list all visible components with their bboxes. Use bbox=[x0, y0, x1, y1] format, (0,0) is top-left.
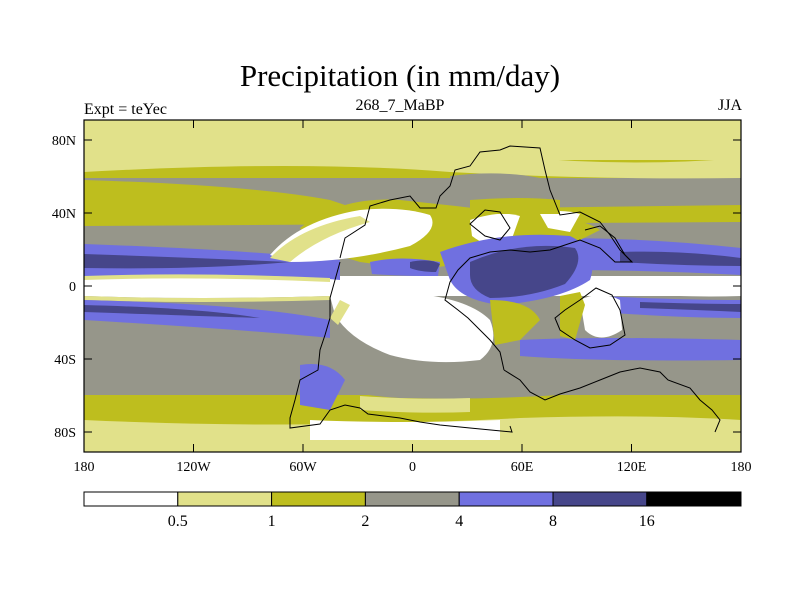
tethys-green bbox=[470, 198, 560, 214]
sh-blue-core bbox=[84, 305, 260, 318]
colorbar-box-5 bbox=[458, 491, 554, 507]
tethys-gray bbox=[450, 173, 540, 196]
coast-south bbox=[289, 261, 513, 433]
colorbar-label-2: 2 bbox=[361, 513, 369, 530]
plot-title: Precipitation (in mm/day) bbox=[239, 58, 561, 93]
lon-label-60w: 60W bbox=[289, 460, 317, 475]
coast-east-south bbox=[503, 367, 721, 433]
coast-east-gondwana bbox=[554, 287, 626, 349]
colorbar-box-2 bbox=[177, 491, 273, 507]
colorbar-labels: 0.5 1 2 4 8 16 bbox=[168, 513, 655, 530]
itcz-north-core-east bbox=[620, 251, 741, 266]
equatorial-edge-south bbox=[84, 296, 330, 302]
lon-label-120w: 120W bbox=[176, 460, 211, 475]
south-land-gray bbox=[330, 360, 560, 399]
sh-blue-40s bbox=[520, 338, 741, 361]
colorbar-label-16: 16 bbox=[639, 513, 655, 530]
nh-dry-edge bbox=[270, 216, 370, 262]
coastlines bbox=[289, 145, 721, 433]
lat-label-40n: 40N bbox=[52, 207, 76, 222]
lat-label-80s: 80S bbox=[54, 426, 76, 441]
monsoon-wet-core bbox=[470, 245, 579, 298]
coast-north bbox=[339, 145, 634, 371]
season-label: JJA bbox=[717, 97, 742, 114]
lat-label-80n: 80N bbox=[52, 134, 76, 149]
lat-label-0: 0 bbox=[69, 280, 76, 295]
age-label: 268_7_MaBP bbox=[355, 97, 445, 114]
nh-light-band bbox=[84, 140, 741, 179]
coast-tethys-isle bbox=[469, 209, 511, 241]
gondwana-green-rim bbox=[490, 300, 540, 345]
colorbar-box-1 bbox=[83, 491, 179, 507]
sh-blue-east-core bbox=[640, 302, 741, 312]
colorbar-label-1: 1 bbox=[268, 513, 276, 530]
south-blue-patch bbox=[300, 364, 345, 410]
colorbar-label-8: 8 bbox=[549, 513, 557, 530]
lon-label-60e: 60E bbox=[511, 460, 534, 475]
lat-ticks bbox=[84, 139, 741, 433]
precipitation-field bbox=[84, 120, 741, 452]
lat-labels: 80N 40N 0 40S 80S bbox=[52, 134, 76, 441]
coast-asia-east bbox=[584, 225, 633, 263]
tethys-wet-west-core bbox=[410, 260, 440, 272]
gondwana-dry-edge bbox=[330, 300, 350, 325]
experiment-label: Expt = teYec bbox=[84, 101, 167, 118]
lon-label-0: 0 bbox=[409, 460, 416, 475]
equatorial-dry bbox=[84, 278, 335, 298]
colorbar-box-3 bbox=[271, 491, 366, 507]
lon-labels: 180 120W 60W 0 60E 120E 180 bbox=[74, 460, 752, 475]
equatorial-dry-east bbox=[610, 279, 741, 297]
colorbar-box-4 bbox=[364, 491, 460, 507]
itcz-north-core bbox=[84, 254, 290, 269]
lon-label-120e: 120E bbox=[617, 460, 647, 475]
polar-dry bbox=[310, 420, 500, 440]
colorbar-box-6 bbox=[552, 491, 648, 507]
east-gondwana-rim bbox=[560, 292, 585, 340]
gondwana-dry bbox=[330, 291, 494, 363]
colorbar bbox=[83, 491, 742, 507]
east-dry-patch-2 bbox=[540, 211, 580, 232]
east-gondwana-dry bbox=[580, 295, 622, 338]
nh-dry-interior bbox=[270, 208, 433, 262]
south-land-light bbox=[360, 396, 470, 413]
colorbar-label-4: 4 bbox=[455, 513, 463, 530]
colorbar-box-7 bbox=[646, 491, 742, 507]
lon-label-180w: 180 bbox=[74, 460, 95, 475]
colorbar-label-0-5: 0.5 bbox=[168, 513, 188, 530]
lat-label-40s: 40S bbox=[54, 353, 76, 368]
lon-ticks bbox=[83, 120, 742, 452]
equatorial-edge bbox=[84, 274, 330, 282]
lon-label-180e: 180 bbox=[731, 460, 752, 475]
